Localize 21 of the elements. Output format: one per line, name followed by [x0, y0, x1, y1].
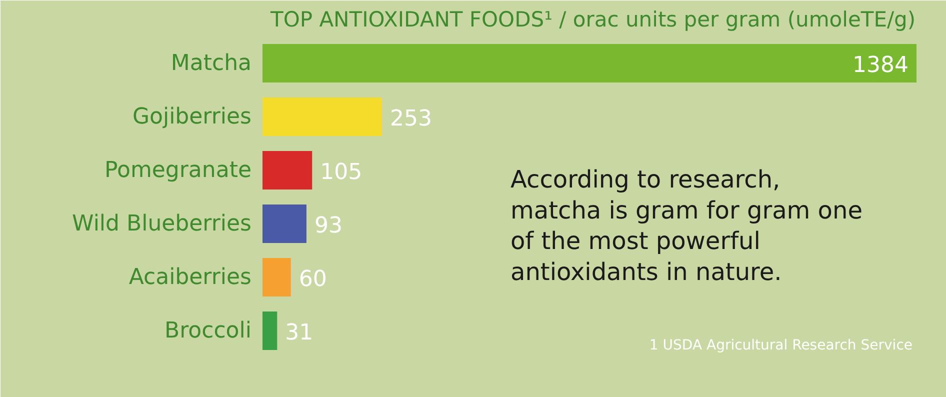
bar [262, 44, 916, 83]
data-label: 31 [285, 320, 314, 346]
data-label: 60 [298, 266, 327, 292]
y-tick-label: Pomegranate [104, 158, 252, 183]
bar [262, 311, 278, 350]
y-tick-label: Broccoli [164, 318, 252, 344]
data-label: 253 [390, 106, 432, 132]
bar [262, 150, 312, 190]
chart-title: TOP ANTIOXIDANT FOODS¹ / orac units per gram (umoleTE/g) [270, 8, 916, 32]
data-label: 93 [314, 213, 342, 238]
y-tick-label: Matcha [170, 50, 252, 76]
bar [262, 204, 306, 244]
annotation: According to research, matcha is gram for gram one of the most powerful antioxidants in nature. [510, 166, 862, 286]
bar [262, 97, 382, 136]
y-tick-label: Wild Blueberries [72, 211, 252, 236]
y-tick-label: Gojiberries [132, 104, 252, 130]
data-label: 1384 [852, 52, 909, 78]
annotation: 1 USDA Agricultural Research Service [649, 338, 913, 354]
y-tick-label: Acaiberries [128, 264, 252, 290]
bar [262, 258, 291, 297]
data-label: 105 [320, 160, 362, 185]
